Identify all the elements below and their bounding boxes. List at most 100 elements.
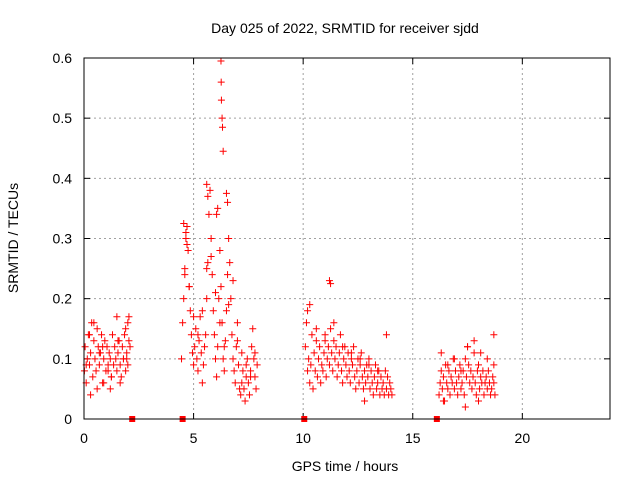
data-point <box>106 385 114 393</box>
data-point <box>335 349 343 357</box>
data-point <box>235 361 243 369</box>
data-point <box>186 307 194 315</box>
data-point <box>381 367 389 375</box>
data-point <box>219 123 227 131</box>
data-point <box>321 331 329 339</box>
data-point <box>105 349 113 357</box>
data-point <box>454 391 462 399</box>
data-point <box>315 355 323 363</box>
data-point <box>365 361 373 369</box>
data-point <box>366 385 374 393</box>
data-point <box>226 259 234 267</box>
data-point <box>196 313 204 321</box>
data-point <box>460 391 468 399</box>
x-axis-title: GPS time / hours <box>292 458 399 474</box>
data-point <box>180 219 188 227</box>
data-point <box>89 373 97 381</box>
data-point <box>113 367 121 375</box>
data-point <box>225 301 233 309</box>
data-point <box>342 361 350 369</box>
data-point <box>224 271 232 279</box>
data-point <box>480 391 488 399</box>
data-point <box>237 391 245 399</box>
data-point <box>124 319 132 327</box>
data-point <box>187 331 195 339</box>
data-point <box>322 373 330 381</box>
data-point <box>439 397 447 405</box>
data-point <box>229 277 237 285</box>
data-point <box>301 343 309 351</box>
data-point <box>462 373 470 381</box>
data-point <box>336 331 344 339</box>
data-point <box>447 373 455 381</box>
data-point <box>183 222 191 230</box>
data-point <box>81 343 89 351</box>
data-point <box>110 361 118 369</box>
data-point <box>90 337 98 345</box>
data-point <box>384 373 392 381</box>
data-point <box>369 391 377 399</box>
y-axis-ticks: 0 0.1 0.2 0.3 0.4 0.5 0.6 <box>53 50 610 427</box>
data-point <box>313 373 321 381</box>
data-point <box>215 295 223 303</box>
data-point <box>85 331 93 339</box>
data-point <box>216 247 224 255</box>
data-point <box>214 204 222 212</box>
data-point <box>239 367 247 375</box>
data-point <box>456 361 464 369</box>
data-point <box>247 367 255 375</box>
y-tick-label: 0 <box>64 411 72 427</box>
data-point <box>87 349 95 357</box>
data-point <box>312 337 320 345</box>
data-point <box>222 307 230 315</box>
data-point <box>204 192 212 200</box>
data-point <box>193 355 201 363</box>
data-point <box>178 355 186 363</box>
data-point <box>217 283 225 291</box>
data-point <box>489 373 497 381</box>
data-point <box>355 379 363 387</box>
data-point <box>117 373 125 381</box>
data-point <box>123 355 131 363</box>
data-point <box>101 337 109 345</box>
data-point <box>437 367 445 375</box>
data-point <box>436 379 444 387</box>
y-tick-label: 0.5 <box>53 110 73 126</box>
data-point <box>207 253 215 261</box>
data-point <box>205 210 213 218</box>
data-point <box>214 343 222 351</box>
data-point <box>387 385 395 393</box>
data-point <box>183 241 191 249</box>
data-point <box>457 367 465 375</box>
data-point <box>364 373 372 381</box>
data-point <box>241 397 249 405</box>
data-point <box>244 379 252 387</box>
data-point <box>356 361 364 369</box>
data-point <box>490 361 498 369</box>
data-point <box>242 361 250 369</box>
data-point <box>182 228 190 236</box>
data-point <box>219 355 227 363</box>
data-point <box>465 361 473 369</box>
data-point <box>379 379 387 387</box>
data-point <box>249 325 257 333</box>
data-point <box>325 277 333 285</box>
x-tick-label: 5 <box>190 430 198 446</box>
data-point <box>123 349 131 357</box>
data-point <box>347 349 355 357</box>
data-point <box>469 373 477 381</box>
data-point <box>125 337 133 345</box>
data-point <box>470 337 478 345</box>
data-point <box>475 397 482 405</box>
y-tick-label: 0.6 <box>53 50 73 66</box>
data-point <box>238 349 246 357</box>
data-point <box>327 325 335 333</box>
data-point <box>371 361 379 369</box>
data-point <box>309 385 317 393</box>
data-point <box>194 331 202 339</box>
data-point <box>468 385 476 393</box>
data-point <box>182 235 190 242</box>
data-point <box>467 367 475 375</box>
data-point <box>220 367 228 375</box>
data-point <box>114 349 122 357</box>
